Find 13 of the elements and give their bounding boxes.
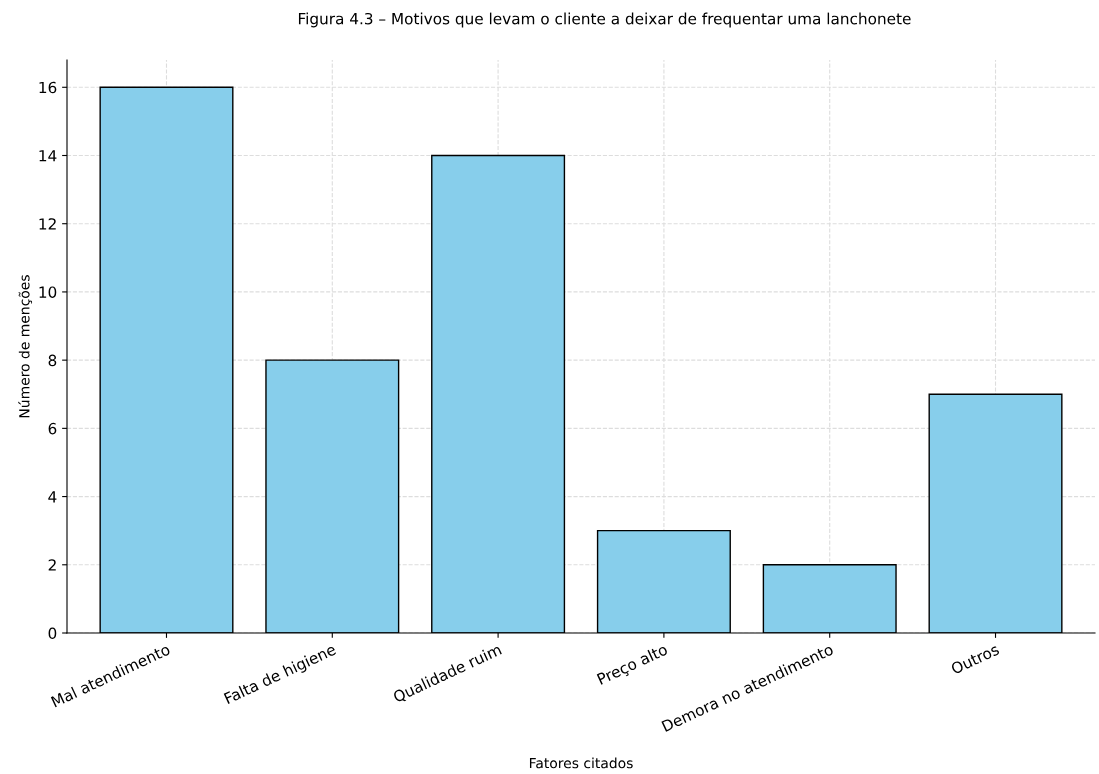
y-tick-label: 0 xyxy=(48,627,57,640)
y-tick-label: 4 xyxy=(48,491,57,503)
y-tick-label: 6 xyxy=(48,422,57,435)
x-tick-label: Preço alto xyxy=(596,643,670,688)
chart-title: Figura 4.3 – Motivos que levam o cliente a deixar de frequentar uma lanchonete xyxy=(298,12,911,28)
y-tick-label: 10 xyxy=(39,286,57,298)
y-tick-label: 2 xyxy=(48,559,56,571)
y-tick-label: 12 xyxy=(39,218,56,230)
y-tick-label: 16 xyxy=(39,81,57,94)
y-tick-label: 14 xyxy=(39,150,57,162)
x-axis-title: Fatores citados xyxy=(529,757,633,769)
y-tick-label: 8 xyxy=(48,354,57,367)
y-axis-title: Número de menções xyxy=(18,275,33,418)
